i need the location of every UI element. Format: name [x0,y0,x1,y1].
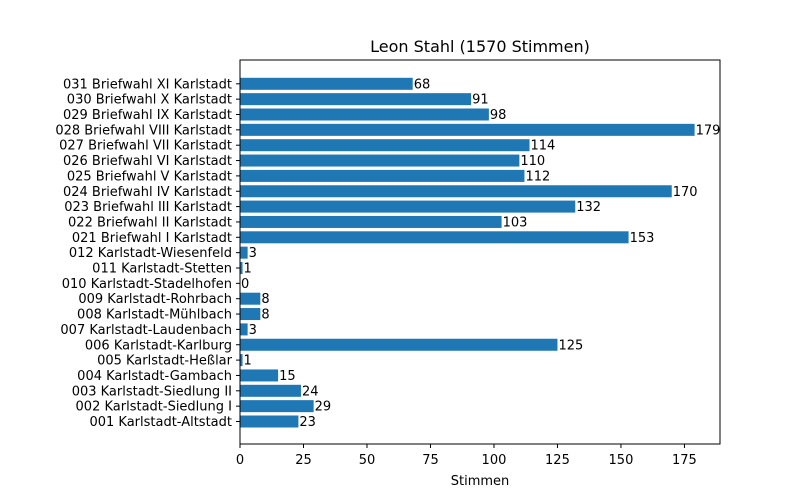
bar [240,384,301,397]
bar [240,308,261,321]
bar [240,185,672,198]
x-tick-label: 25 [295,453,312,468]
bar [240,338,558,351]
y-tick-label: 003 Karlstadt-Siedlung II [72,384,232,399]
y-tick-label: 007 Karlstadt-Laudenbach [60,323,232,338]
x-tick-label: 75 [422,453,439,468]
bar-value-label: 114 [531,139,556,154]
bar [240,323,248,336]
x-tick-label: 175 [672,453,697,468]
value-labels-layer: 2329241511253880131531031321701121101141… [241,77,720,430]
bar [240,231,629,244]
x-tick-label: 150 [609,453,634,468]
bar-value-label: 98 [490,108,507,123]
bar-value-label: 1 [244,262,252,277]
bar [240,354,243,367]
x-tick-label: 125 [545,453,570,468]
bar-value-label: 110 [520,154,545,169]
bar-value-label: 153 [630,231,655,246]
y-tick-label: 023 Briefwahl III Karlstadt [64,200,232,215]
bar-value-label: 179 [696,123,721,138]
y-tick-label: 005 Karlstadt-Heßlar [97,354,233,369]
y-tick-label: 021 Briefwahl I Karlstadt [72,231,232,246]
y-tick-label: 030 Briefwahl X Karlstadt [67,93,232,108]
bar [240,369,279,382]
y-tick-label: 012 Karlstadt-Wiesenfeld [69,246,232,261]
bar-value-label: 103 [503,215,528,230]
bar-value-label: 132 [576,200,601,215]
y-tick-label: 009 Karlstadt-Rohrbach [78,292,232,307]
y-tick-label: 028 Briefwahl VIII Karlstadt [55,123,232,138]
bar-value-label: 125 [558,338,583,353]
bar-value-label: 170 [673,185,698,200]
bar-value-label: 0 [241,277,249,292]
bar [240,123,695,136]
y-tick-label: 002 Karlstadt-Siedlung I [76,400,232,415]
bar [240,200,576,213]
bar [240,246,248,259]
bar [240,77,413,90]
y-tick-label: 025 Briefwahl V Karlstadt [67,169,232,184]
bar [240,139,530,152]
bar [240,415,299,428]
bar-value-label: 112 [525,169,550,184]
bar-value-label: 3 [249,246,257,261]
y-tick-label: 001 Karlstadt-Altstadt [89,415,232,430]
y-tick-label: 031 Briefwahl XI Karlstadt [63,77,232,92]
bar [240,262,243,274]
y-tick-label: 027 Briefwahl VII Karlstadt [59,139,232,154]
bar-value-label: 15 [279,369,296,384]
x-tick-label: 50 [359,453,376,468]
y-tick-label: 008 Karlstadt-Mühlbach [77,308,232,323]
y-tick-label: 026 Briefwahl VI Karlstadt [63,154,232,169]
y-tick-label: 029 Briefwahl IX Karlstadt [63,108,232,123]
bar [240,400,314,413]
bar-value-label: 23 [299,415,316,430]
bar-value-label: 68 [414,77,431,92]
bar [240,215,502,228]
bar-value-label: 3 [249,323,257,338]
bar [240,108,489,121]
x-axis-label: Stimmen [451,474,510,489]
bar-value-label: 29 [315,400,332,415]
bar-value-label: 24 [302,384,319,399]
x-tick-label: 0 [236,453,244,468]
y-tick-label: 010 Karlstadt-Stadelhofen [62,277,232,292]
y-tick-label: 004 Karlstadt-Gambach [77,369,232,384]
bar [240,292,261,305]
bar-value-label: 1 [244,354,252,369]
bar-value-label: 91 [472,93,489,108]
plot-frame [239,59,721,445]
bars-layer [240,77,695,428]
y-tick-label: 022 Briefwahl II Karlstadt [68,215,232,230]
x-tick-label: 100 [482,453,507,468]
x-axis: 0 25 50 75 100 125 150 175 [236,444,697,468]
bar [240,93,472,106]
y-tick-label: 024 Briefwahl IV Karlstadt [63,185,232,200]
y-tick-label: 011 Karlstadt-Stetten [92,262,232,277]
bar [240,154,520,167]
chart-title: Leon Stahl (1570 Stimmen) [370,37,590,56]
bar [240,169,525,182]
bar-value-label: 8 [261,292,269,307]
bar-value-label: 8 [261,308,269,323]
y-tick-label: 006 Karlstadt-Karlburg [85,338,232,353]
